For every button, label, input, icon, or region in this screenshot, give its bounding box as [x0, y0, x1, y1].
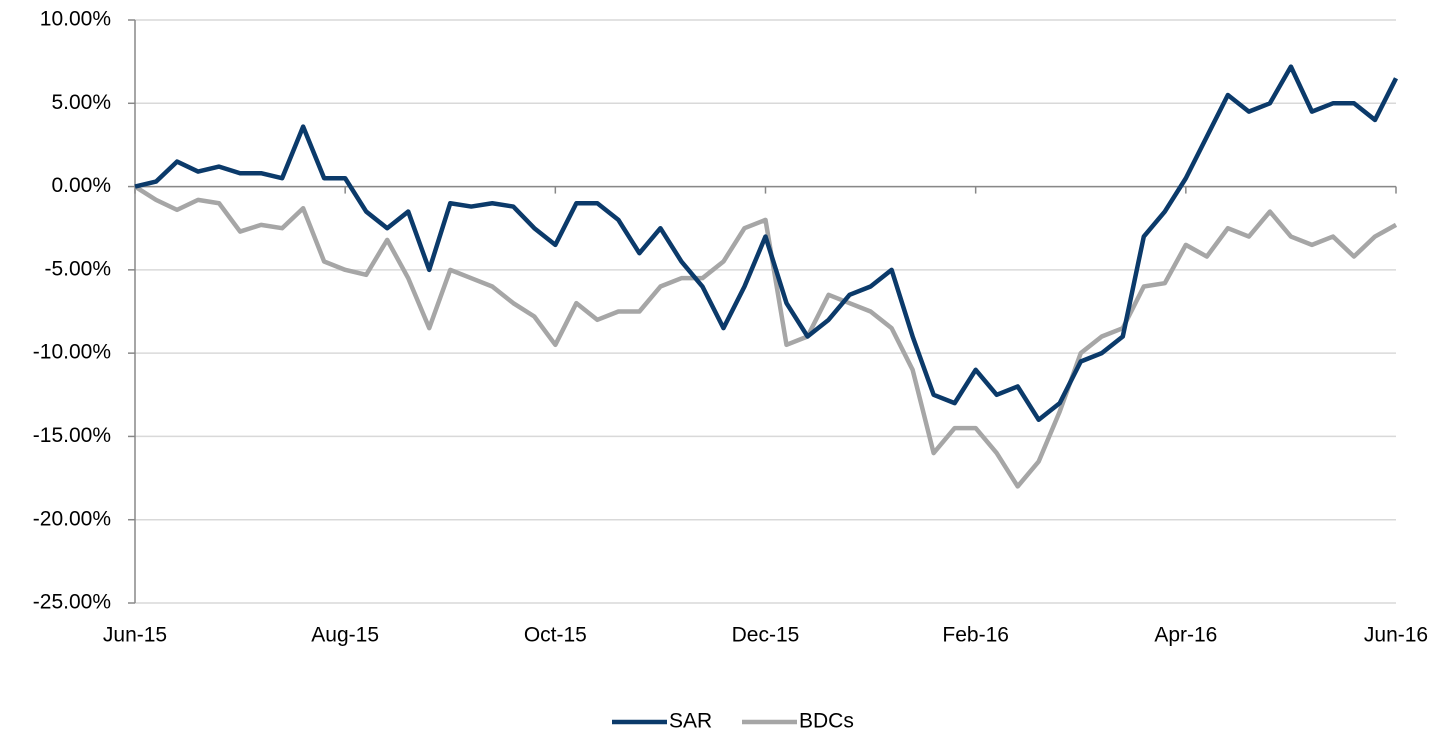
x-tick-label: Jun-15 — [103, 624, 167, 647]
x-tick-label: Dec-15 — [732, 624, 800, 647]
x-tick-label: Aug-15 — [311, 624, 379, 647]
y-tick-label: -10.00% — [33, 341, 111, 364]
x-tick-label: Apr-16 — [1154, 624, 1217, 647]
legend-label: BDCs — [799, 710, 854, 733]
y-tick-label: 0.00% — [51, 174, 111, 197]
y-tick-label: 5.00% — [51, 91, 111, 114]
legend-label: SAR — [669, 710, 712, 733]
x-tick-label: Jun-16 — [1364, 624, 1428, 647]
y-tick-label: -20.00% — [33, 507, 111, 530]
y-tick-label: -15.00% — [33, 424, 111, 447]
x-tick-label: Oct-15 — [524, 624, 587, 647]
series-line — [134, 64, 1399, 423]
x-tick-label: Feb-16 — [942, 624, 1009, 647]
y-tick-label: -25.00% — [33, 591, 111, 614]
y-tick-label: 10.00% — [40, 8, 111, 31]
series-line — [133, 184, 1398, 489]
y-tick-label: -5.00% — [44, 257, 111, 280]
